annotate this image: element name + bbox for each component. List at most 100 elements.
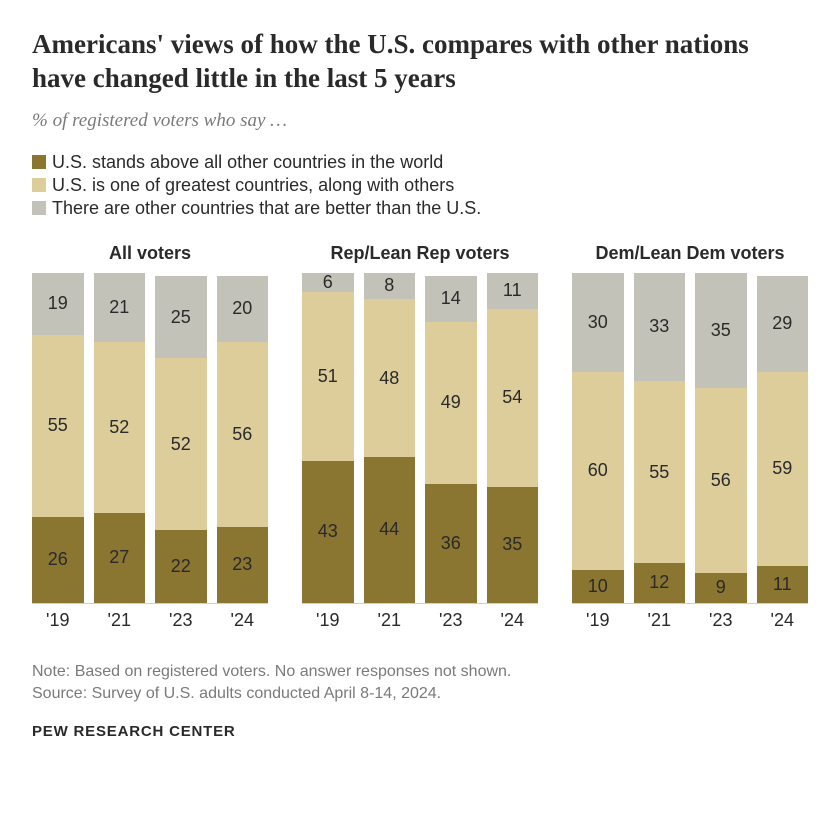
bar-segment-above: 26 [32, 517, 84, 603]
stacked-bar: 255222 [155, 276, 207, 603]
bars-area: 6514384844144936115435 [302, 274, 538, 604]
legend-label: U.S. stands above all other countries in… [52, 152, 443, 173]
legend-item: U.S. stands above all other countries in… [32, 152, 808, 173]
bar-segment-greatest: 52 [94, 342, 146, 514]
stacked-bar: 65143 [302, 273, 354, 603]
chart-title: Americans' views of how the U.S. compare… [32, 28, 808, 96]
bar-segment-greatest: 56 [217, 342, 269, 527]
legend-label: U.S. is one of greatest countries, along… [52, 175, 454, 196]
bar-column: 295911 [757, 276, 809, 603]
bar-segment-other: 6 [302, 273, 354, 293]
legend-swatch [32, 178, 46, 192]
bar-column: 306010 [572, 273, 624, 603]
x-label: '24 [487, 610, 539, 631]
bar-column: 84844 [364, 273, 416, 603]
bar-segment-greatest: 48 [364, 299, 416, 457]
x-label: '19 [572, 610, 624, 631]
bar-segment-above: 23 [217, 527, 269, 603]
stacked-bar: 306010 [572, 273, 624, 603]
stacked-bar: 195526 [32, 273, 84, 603]
bar-segment-above: 12 [634, 563, 686, 603]
attribution: PEW RESEARCH CENTER [32, 723, 808, 740]
legend-item: There are other countries that are bette… [32, 198, 808, 219]
x-label: '24 [217, 610, 269, 631]
x-axis-labels: '19 '21 '23 '24 [572, 610, 808, 631]
bar-segment-other: 35 [695, 273, 747, 389]
chart-panel: Dem/Lean Dem voters306010335512355692959… [572, 243, 808, 631]
bar-column: 115435 [487, 273, 539, 603]
x-label: '23 [155, 610, 207, 631]
note-line-1: Note: Based on registered voters. No ans… [32, 663, 511, 680]
bar-column: 195526 [32, 273, 84, 603]
bar-segment-above: 10 [572, 570, 624, 603]
bar-segment-greatest: 54 [487, 309, 539, 487]
bar-segment-greatest: 55 [32, 335, 84, 517]
chart-note: Note: Based on registered voters. No ans… [32, 661, 808, 706]
stacked-bar: 115435 [487, 273, 539, 603]
x-label: '24 [757, 610, 809, 631]
stacked-bar: 205623 [217, 276, 269, 603]
bar-segment-other: 33 [634, 273, 686, 382]
stacked-bar: 295911 [757, 276, 809, 603]
bar-segment-above: 35 [487, 487, 539, 603]
stacked-bar: 144936 [425, 276, 477, 603]
bar-segment-greatest: 49 [425, 322, 477, 484]
bar-segment-above: 22 [155, 530, 207, 603]
bar-segment-greatest: 51 [302, 292, 354, 460]
legend-label: There are other countries that are bette… [52, 198, 481, 219]
bar-segment-greatest: 60 [572, 372, 624, 570]
bar-segment-greatest: 59 [757, 372, 809, 567]
bar-column: 144936 [425, 276, 477, 603]
bar-segment-above: 43 [302, 461, 354, 603]
bar-segment-greatest: 52 [155, 358, 207, 530]
bar-segment-other: 21 [94, 273, 146, 342]
bar-segment-other: 14 [425, 276, 477, 322]
x-label: '21 [94, 610, 146, 631]
legend-item: U.S. is one of greatest countries, along… [32, 175, 808, 196]
legend-swatch [32, 155, 46, 169]
stacked-bar: 35569 [695, 273, 747, 603]
note-line-2: Source: Survey of U.S. adults conducted … [32, 685, 441, 702]
bar-segment-other: 19 [32, 273, 84, 336]
x-label: '23 [425, 610, 477, 631]
bar-segment-greatest: 55 [634, 381, 686, 563]
bar-segment-above: 11 [757, 566, 809, 602]
chart-panel: Rep/Lean Rep voters651438484414493611543… [302, 243, 538, 631]
legend-swatch [32, 201, 46, 215]
x-label: '19 [32, 610, 84, 631]
x-label: '21 [634, 610, 686, 631]
stacked-bar: 335512 [634, 273, 686, 603]
bars-area: 30601033551235569295911 [572, 274, 808, 604]
bar-column: 65143 [302, 273, 354, 603]
bar-segment-greatest: 56 [695, 388, 747, 573]
bar-segment-above: 36 [425, 484, 477, 603]
panel-title: Rep/Lean Rep voters [302, 243, 538, 264]
bar-column: 35569 [695, 273, 747, 603]
panel-title: Dem/Lean Dem voters [572, 243, 808, 264]
chart-panel: All voters195526215227255222205623'19'21… [32, 243, 268, 631]
bar-segment-other: 30 [572, 273, 624, 372]
bar-column: 335512 [634, 273, 686, 603]
x-label: '19 [302, 610, 354, 631]
x-axis-labels: '19 '21 '23 '24 [302, 610, 538, 631]
bar-segment-above: 44 [364, 457, 416, 602]
bar-column: 215227 [94, 273, 146, 603]
chart-subtitle: % of registered voters who say … [32, 110, 808, 132]
stacked-bar: 84844 [364, 273, 416, 603]
x-label: '23 [695, 610, 747, 631]
stacked-bar: 215227 [94, 273, 146, 603]
x-label: '21 [364, 610, 416, 631]
panel-title: All voters [32, 243, 268, 264]
bar-segment-other: 20 [217, 276, 269, 342]
bars-area: 195526215227255222205623 [32, 274, 268, 604]
bar-segment-other: 8 [364, 273, 416, 299]
legend: U.S. stands above all other countries in… [32, 152, 808, 219]
bar-column: 255222 [155, 276, 207, 603]
x-axis-labels: '19 '21 '23 '24 [32, 610, 268, 631]
bar-segment-other: 29 [757, 276, 809, 372]
bar-segment-other: 25 [155, 276, 207, 359]
bar-segment-above: 27 [94, 513, 146, 602]
bar-column: 205623 [217, 276, 269, 603]
bar-segment-other: 11 [487, 273, 539, 309]
chart-panels: All voters195526215227255222205623'19'21… [32, 243, 808, 631]
